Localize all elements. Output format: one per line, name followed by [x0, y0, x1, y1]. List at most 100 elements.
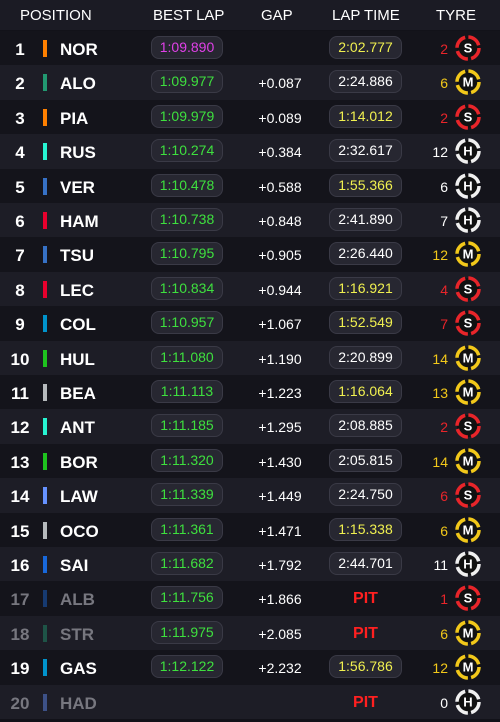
position: 7 [15, 246, 25, 266]
team-color-bar [43, 74, 47, 92]
lap-time: 1:56.786 [329, 655, 402, 679]
team-color-bar [43, 452, 47, 470]
tyre-ring [455, 104, 481, 130]
best-lap: 1:12.122 [151, 655, 223, 679]
tyre-compound: H [463, 178, 472, 193]
tyre-laps: 6 [440, 625, 448, 642]
tyre-icon: M [455, 448, 481, 474]
position: 4 [15, 143, 25, 163]
best-lap: 1:11.682 [151, 552, 223, 575]
tyre-compound: M [463, 625, 474, 640]
tyre-laps: 1 [440, 591, 448, 608]
tyre-icon: H [455, 207, 481, 233]
tyre-ring [455, 448, 481, 474]
tyre-ring [455, 620, 481, 646]
driver-row: 16 SAI 1:11.682 +1.792 2:44.701 11 H [0, 547, 500, 582]
lap-time: 2:20.899 [329, 345, 402, 369]
tyre-ring [455, 379, 481, 405]
tyre-laps: 14 [432, 453, 448, 470]
tyre-compound: M [463, 660, 474, 675]
lap-time: 2:32.617 [329, 139, 402, 163]
tyre-compound: S [464, 488, 473, 503]
gap: +1.223 [258, 385, 302, 401]
position: 17 [10, 590, 30, 610]
tyre-laps: 14 [432, 350, 448, 367]
driver-code: LEC [60, 280, 94, 300]
team-color-bar [43, 246, 47, 264]
team-color-bar [43, 556, 47, 573]
position: 14 [10, 487, 30, 507]
header-best-lap: BEST LAP [153, 7, 225, 24]
best-lap: 1:11.185 [151, 414, 223, 438]
tyre-compound: M [463, 75, 474, 90]
driver-row: 3 PIA 1:09.979 +0.089 1:14.012 2 S [0, 99, 500, 135]
tyre-laps: 12 [432, 660, 448, 677]
tyre-ring [455, 138, 481, 164]
driver-code: BEA [60, 384, 96, 403]
tyre-compound: S [464, 591, 473, 606]
position: 3 [15, 108, 25, 128]
team-color-bar [43, 349, 47, 367]
lap-time: 1:16.921 [329, 276, 402, 300]
team-color-bar [43, 315, 47, 333]
best-lap: 1:11.320 [151, 448, 223, 472]
lap-time: 1:14.012 [329, 104, 402, 128]
tyre-laps: 13 [432, 385, 448, 401]
driver-code: HAD [60, 693, 97, 713]
tyre-compound: M [463, 385, 474, 400]
team-color-bar [43, 108, 47, 126]
team-color-bar [43, 693, 47, 711]
gap: +1.471 [258, 522, 302, 539]
lap-time: 2:08.885 [329, 414, 402, 438]
gap: +0.848 [258, 213, 302, 229]
header-position: POSITION [20, 7, 92, 24]
team-color-bar [43, 212, 47, 229]
gap: +0.089 [258, 109, 302, 126]
tyre-ring [455, 585, 481, 612]
driver-code: OCO [60, 521, 99, 541]
driver-row: 4 RUS 1:10.274 +0.384 2:32.617 12 H [0, 134, 500, 169]
driver-row: 20 HAD PIT 0 H [0, 684, 500, 719]
driver-row: 8 LEC 1:10.834 +0.944 1:16.921 4 S [0, 271, 500, 307]
team-color-bar [43, 521, 47, 539]
position: 16 [10, 556, 30, 575]
best-lap: 1:09.979 [151, 104, 223, 128]
tyre-laps: 2 [440, 41, 448, 57]
tyre-laps: 6 [440, 75, 448, 92]
driver-code: ALO [60, 74, 96, 94]
tyre-ring [455, 654, 481, 680]
tyre-compound: H [463, 557, 472, 572]
lap-time: 1:52.549 [329, 311, 402, 335]
tyre-icon: M [455, 516, 481, 543]
driver-row: 13 BOR 1:11.320 +1.430 2:05.815 14 M [0, 443, 500, 479]
tyre-ring [455, 344, 481, 371]
driver-code: GAS [60, 659, 97, 679]
team-color-bar [43, 177, 47, 195]
driver-row: 9 COL 1:10.957 +1.067 1:52.549 7 S [0, 306, 500, 341]
lap-time: 2:05.815 [329, 448, 402, 472]
driver-code: LAW [60, 487, 98, 507]
driver-code: PIA [60, 108, 89, 128]
tyre-icon: M [455, 654, 481, 680]
best-lap: 1:11.361 [151, 517, 223, 541]
driver-code: ALB [60, 590, 95, 610]
tyre-icon: M [455, 379, 481, 405]
tyre-icon: S [455, 482, 481, 508]
lap-time: 2:24.750 [329, 483, 402, 507]
team-color-bar [43, 418, 47, 436]
driver-code: COL [60, 315, 96, 335]
driver-row: 2 ALO 1:09.977 +0.087 2:24.886 6 M [0, 65, 500, 100]
best-lap: 1:10.957 [151, 311, 223, 335]
team-color-bar [43, 624, 47, 642]
best-lap: 1:10.834 [151, 276, 223, 300]
driver-row: 1 NOR 1:09.890 2:02.777 2 S [0, 31, 500, 66]
lap-time: 2:02.777 [329, 36, 402, 59]
best-lap: 1:11.975 [151, 620, 223, 644]
tyre-compound: H [463, 694, 472, 709]
tyre-ring [455, 241, 481, 268]
tyre-laps: 2 [440, 109, 448, 126]
driver-row: 10 HUL 1:11.080 +1.190 2:20.899 14 M [0, 340, 500, 375]
tyre-ring [455, 516, 481, 543]
gap: +0.944 [258, 281, 302, 298]
best-lap: 1:11.756 [151, 586, 223, 610]
